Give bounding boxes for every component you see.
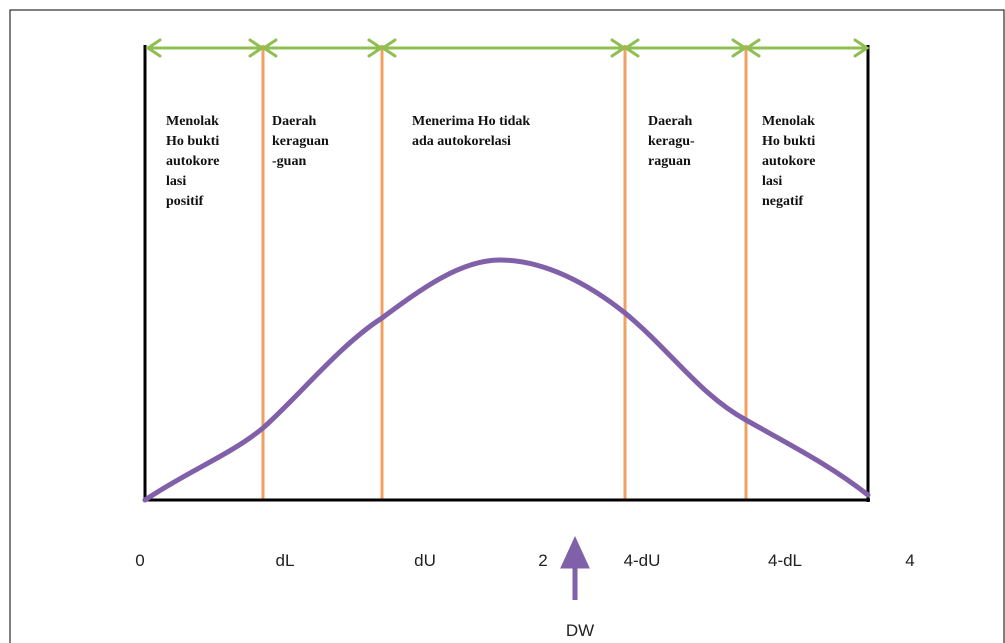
axis-label: 0 — [135, 551, 144, 570]
distribution-curve — [145, 260, 868, 500]
dw-label: DW — [566, 621, 594, 640]
dw-arrow — [564, 542, 586, 600]
region-text: Ho bukti — [762, 134, 815, 149]
axis-label: 2 — [538, 551, 547, 570]
diagram: DW Menolak Ho bukti autokore lasi positif Dae… — [0, 0, 1005, 643]
region-text: keraguan — [272, 134, 329, 149]
frame — [10, 10, 1004, 643]
axis-label: 4 — [905, 551, 914, 570]
region-text: lasi — [166, 174, 186, 189]
region-text: autokore — [762, 154, 815, 169]
region-text: -guan — [272, 154, 306, 169]
axis-label: 4-dL — [768, 551, 802, 570]
region-text: Daerah — [272, 114, 317, 129]
region-arrows — [148, 40, 867, 56]
axis-label: dL — [276, 551, 295, 570]
region-text: Ho bukti — [166, 134, 219, 149]
axis-label: 4-dU — [624, 551, 661, 570]
region-text: raguan — [648, 154, 691, 169]
region-text: lasi — [762, 174, 782, 189]
region-text: Daerah — [648, 114, 693, 129]
region-text: negatif — [762, 194, 804, 209]
region-text: ada autokorelasi — [412, 134, 511, 149]
region-text: positif — [166, 194, 204, 209]
region-text: keragu- — [648, 134, 695, 149]
region-text: autokore — [166, 154, 219, 169]
axis-label: dU — [414, 551, 436, 570]
region-text: Menolak — [166, 114, 219, 129]
region-text: Menerima Ho tidak — [412, 114, 530, 129]
region-text: Menolak — [762, 114, 815, 129]
